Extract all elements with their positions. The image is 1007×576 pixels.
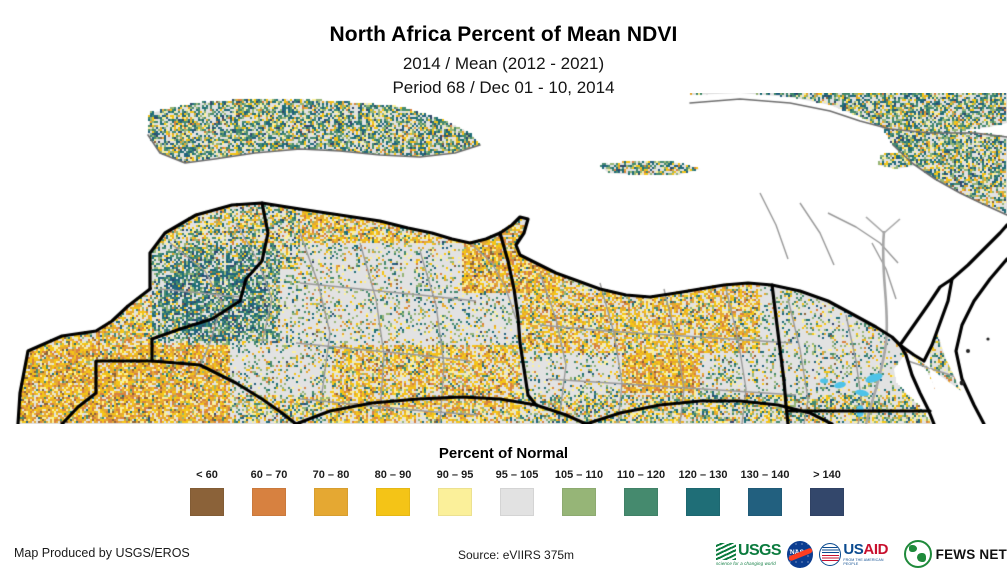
legend-label-1: 60 – 70 [250,469,288,481]
usgs-tagline: science for a changing world [716,560,776,566]
globe-icon [903,540,932,568]
legend-class-2: 70 – 80 [300,468,362,516]
legend-class-9: 130 – 140 [734,468,796,516]
ndvi-raster-map[interactable] [0,93,1007,424]
legend-class-0: < 60 [176,468,238,516]
usaid-seal-icon [819,542,842,566]
usgs-wordmark: USGS [738,542,782,559]
subtitle-dekad: Period 68 / Dec 01 - 10, 2014 [392,78,615,97]
legend-label-6: 105 – 110 [554,469,604,481]
legend-swatch-2 [314,488,348,516]
legend-label-5: 95 – 105 [495,469,539,481]
fewsnet-wordmark: FEWS NET [935,546,1007,562]
usgs-logo: USGS science for a changing world [716,539,782,569]
legend-label-3: 80 – 90 [374,469,412,481]
nasa-logo: NASA [786,540,814,568]
legend-swatch-1 [252,488,286,516]
map-credit: Map Produced by USGS/EROS [14,546,190,560]
fewsnet-logo: FEWS NET [903,540,1007,568]
legend-swatch-9 [748,488,782,516]
logo-row: USGS science for a changing world NASA U… [716,538,1007,570]
legend-class-4: 90 – 95 [424,468,486,516]
usaid-word-blue: US [843,541,864,559]
legend-swatch-10 [810,488,844,516]
legend-label-10: > 140 [813,469,841,481]
usgs-wave-icon [716,542,736,560]
legend-label-2: 70 – 80 [312,469,350,481]
footer: Map Produced by USGS/EROS Source: eVIIRS… [0,532,1007,576]
usaid-logo: USAID FROM THE AMERICAN PEOPLE [819,540,898,568]
legend-class-10: > 140 [796,468,858,516]
page-title: North Africa Percent of Mean NDVI [329,23,678,46]
legend-label-9: 130 – 140 [740,469,790,481]
title-block: North Africa Percent of Mean NDVI 2014 /… [0,22,1007,100]
legend-class-1: 60 – 70 [238,468,300,516]
usaid-tagline: FROM THE AMERICAN PEOPLE [843,557,884,566]
map-container[interactable] [0,93,1007,424]
legend: Percent of Normal < 60 60 – 70 70 – 80 80 –… [0,440,1007,532]
legend-class-7: 110 – 120 [610,468,672,516]
legend-label-8: 120 – 130 [678,469,728,481]
legend-swatch-8 [686,488,720,516]
legend-swatch-5 [500,488,534,516]
legend-label-4: 90 – 95 [436,469,474,481]
legend-class-3: 80 – 90 [362,468,424,516]
legend-swatch-0 [190,488,224,516]
legend-swatch-strip: < 60 60 – 70 70 – 80 80 – 90 90 – 95 95 – 105… [176,468,856,530]
legend-class-5: 95 – 105 [486,468,548,516]
legend-label-0: < 60 [196,469,218,481]
map-source: Source: eVIIRS 375m [458,548,575,562]
usaid-word-red: AID [863,541,889,559]
legend-title: Percent of Normal [438,445,569,462]
usaid-wordmark: USAID [843,542,897,557]
legend-swatch-7 [624,488,658,516]
legend-swatch-4 [438,488,472,516]
legend-class-8: 120 – 130 [672,468,734,516]
legend-label-7: 110 – 120 [616,469,666,481]
legend-swatch-3 [376,488,410,516]
legend-class-6: 105 – 110 [548,468,610,516]
legend-swatch-6 [562,488,596,516]
subtitle-period-mean: 2014 / Mean (2012 - 2021) [402,54,605,73]
